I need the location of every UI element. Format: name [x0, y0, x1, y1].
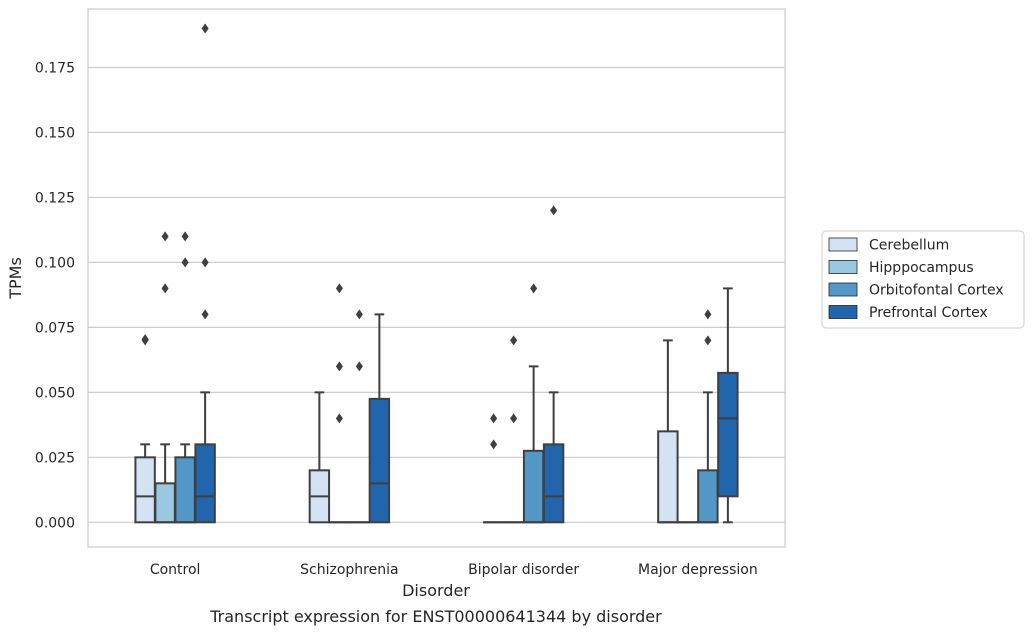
legend-label: Prefrontal Cortex [869, 305, 988, 321]
box-2-0 [482, 413, 505, 524]
box-body [717, 371, 739, 498]
legend-swatch [828, 305, 858, 319]
outlier-point [490, 439, 498, 450]
outlier-point [490, 413, 498, 424]
legend-swatch [828, 237, 858, 252]
box-3-3 [717, 287, 739, 524]
x-tick-label: Control [150, 562, 201, 578]
outlier-point [530, 283, 538, 294]
box-body [134, 456, 156, 524]
legend-frame [821, 230, 1025, 329]
outlier-point [335, 413, 343, 424]
outlier-point [181, 257, 189, 268]
box-plot-series [134, 23, 739, 524]
box-1-1 [328, 283, 351, 524]
y-axis-label: TPMs [6, 257, 25, 300]
box-0-1 [154, 231, 176, 524]
y-tick-label: 0.075 [35, 320, 75, 336]
plot-frame [87, 8, 786, 548]
box-body [657, 430, 679, 524]
box-body [542, 443, 565, 524]
y-tick-label: 0.175 [35, 60, 75, 76]
outlier-point [510, 335, 518, 346]
outlier-point [181, 231, 189, 242]
box-1-0 [308, 391, 331, 524]
box-2-3 [542, 205, 565, 524]
outlier-point [335, 361, 343, 372]
grid-lines [88, 66, 785, 523]
box-body [522, 449, 545, 524]
legend-swatch [828, 260, 858, 274]
box-0-3 [194, 23, 216, 524]
box-0-0 [134, 334, 156, 524]
box-3-2 [697, 309, 719, 524]
legend-swatch [828, 282, 858, 297]
y-tick-label: 0.125 [35, 190, 75, 206]
outlier-point [510, 413, 518, 424]
outlier-point [704, 335, 712, 346]
x-axis-ticks: Control Schizophrenia Bipolar disorder Majo… [150, 562, 758, 578]
x-tick-label: Bipolar disorder [468, 562, 579, 578]
outlier-point [704, 309, 712, 320]
box-0-2 [174, 231, 196, 524]
legend-label: Orbitofontal Cortex [869, 283, 1004, 299]
box-2-1 [502, 335, 525, 524]
outlier-point [161, 231, 169, 242]
x-axis-label: Disorder [402, 581, 470, 600]
legend-label: Hipppocampus [869, 260, 974, 276]
chart-caption: Transcript expression for ENST0000064134… [209, 607, 662, 626]
x-tick-label: Schizophrenia [300, 562, 398, 578]
y-axis-ticks: 0.000 0.025 0.050 0.075 0.100 0.125 0.150 0.175 [35, 60, 75, 531]
y-tick-label: 0.000 [35, 515, 75, 531]
outlier-point [355, 309, 363, 320]
box-body [154, 482, 176, 524]
box-body [368, 397, 391, 524]
legend-label: Cerebellum [869, 238, 949, 254]
outlier-point [201, 309, 209, 320]
box-1-2 [348, 309, 371, 524]
outlier-point [201, 23, 209, 34]
outlier-point [141, 334, 149, 345]
outlier-point [355, 361, 363, 372]
y-tick-label: 0.150 [35, 125, 75, 141]
outlier-point [161, 283, 169, 294]
legend: Cerebellum Hipppocampus Orbitofontal Corte… [821, 230, 1025, 329]
outlier-point [335, 283, 343, 294]
y-tick-label: 0.025 [35, 450, 75, 466]
box-body [194, 443, 216, 524]
x-tick-label: Major depression [638, 562, 758, 578]
outlier-point [550, 205, 558, 216]
box-2-2 [522, 283, 545, 524]
y-tick-label: 0.050 [35, 385, 75, 401]
y-tick-label: 0.100 [35, 255, 75, 271]
box-3-0 [657, 339, 679, 524]
box-body [174, 456, 196, 524]
box-1-3 [368, 313, 391, 524]
box-body [697, 469, 719, 524]
outlier-point [201, 257, 209, 268]
